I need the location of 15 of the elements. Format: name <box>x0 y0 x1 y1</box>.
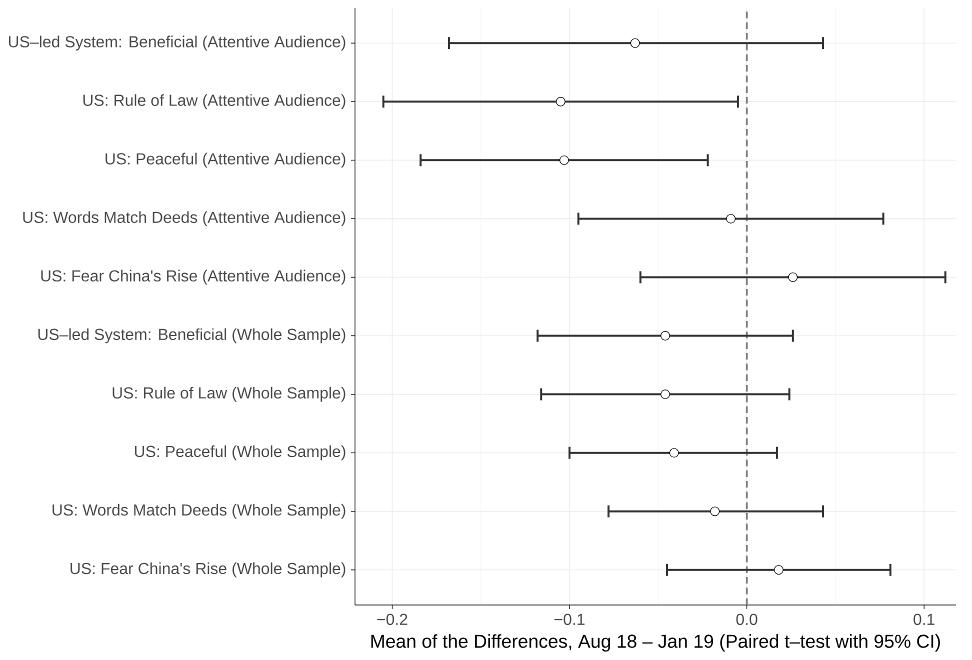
y-tick-label: US–led System: Beneficial (Attentive Audience) <box>8 36 346 51</box>
y-tick-label: US: Peaceful (Whole Sample) <box>134 445 346 460</box>
y-tick-label: US: Peaceful (Attentive Audience) <box>106 152 346 168</box>
x-tick-label: −0.1 <box>554 614 585 626</box>
y-tick-label: US: Fear China's Rise (Attentive Audience) <box>41 270 346 285</box>
y-tick-label: US: Rule of Law (Attentive Audience) <box>83 94 346 110</box>
x-tick-label: 0.0 <box>736 614 758 626</box>
y-tick-label: US: Rule of Law (Whole Sample) <box>112 386 346 402</box>
x-tick-label: 0.1 <box>914 614 934 626</box>
y-tick-label: US: Words Match Deeds (Whole Sample) <box>52 504 346 519</box>
x-axis-title: Mean of the Differences, Aug 18 – Jan 19 (Paired t–test with 95% CI) <box>371 634 940 652</box>
x-tick-label: −0.2 <box>377 614 408 626</box>
y-tick-label: US–led System: Beneficial (Whole Sample) <box>38 328 346 344</box>
y-tick-label: US: Fear China's Rise (Whole Sample) <box>70 562 346 578</box>
y-tick-label: US: Words Match Deeds (Attentive Audience) <box>23 211 346 226</box>
